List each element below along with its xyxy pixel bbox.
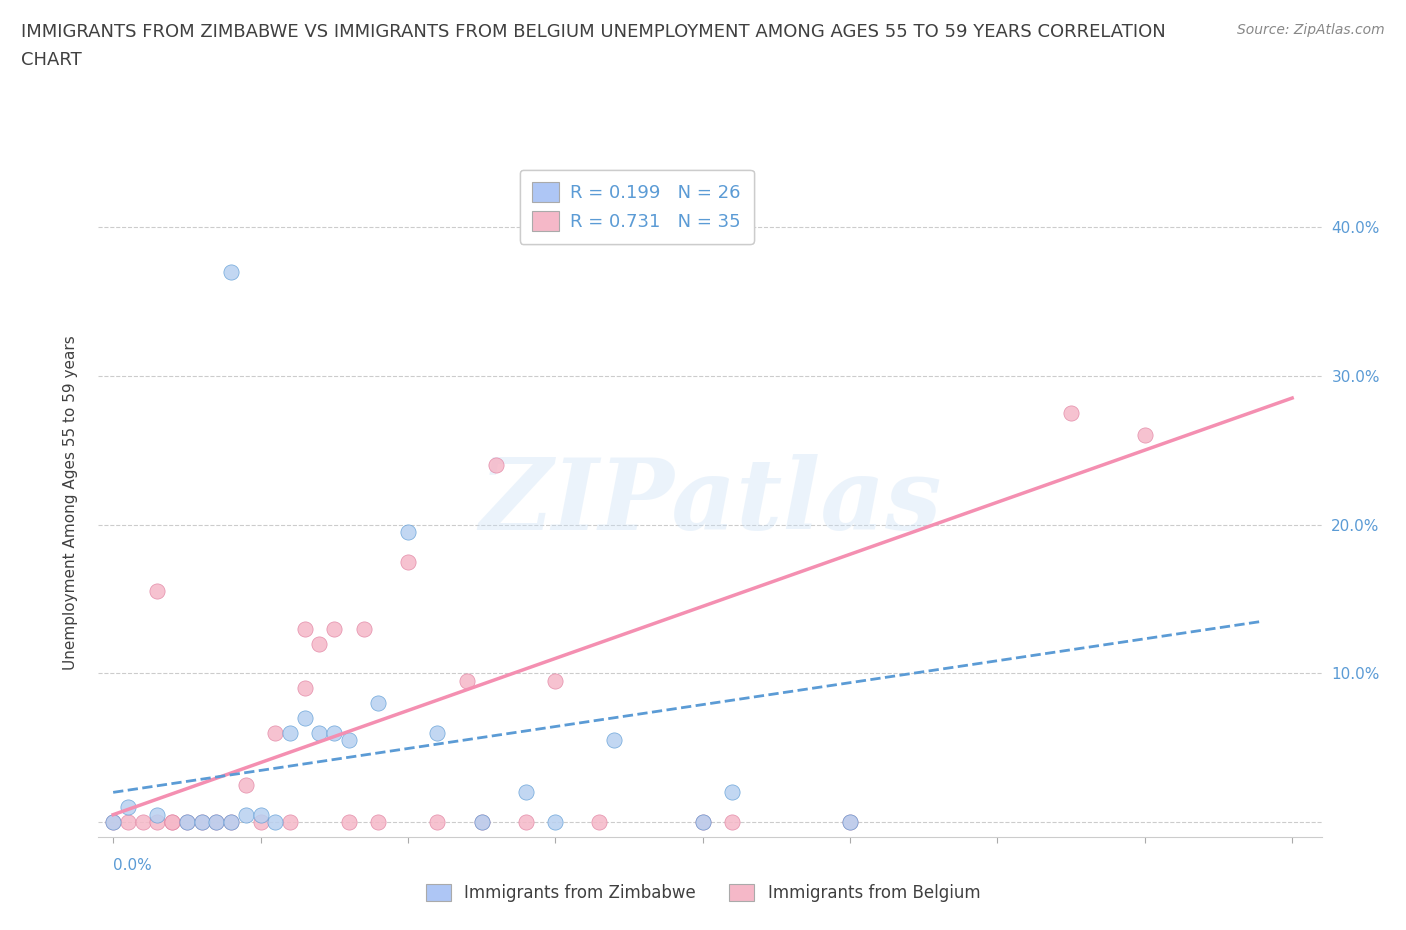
Point	[146, 815, 169, 830]
Point	[117, 815, 139, 830]
Point	[205, 815, 228, 830]
Point	[117, 800, 139, 815]
Point	[396, 525, 419, 539]
Point	[294, 621, 316, 636]
Point	[176, 815, 198, 830]
Text: ZIPatlas: ZIPatlas	[479, 454, 941, 551]
Point	[839, 815, 862, 830]
Point	[323, 621, 346, 636]
Text: 0.0%: 0.0%	[112, 858, 152, 873]
Point	[544, 815, 567, 830]
Point	[337, 733, 360, 748]
Point	[219, 264, 242, 279]
Point	[367, 696, 389, 711]
Point	[588, 815, 610, 830]
Point	[721, 815, 744, 830]
Point	[160, 815, 183, 830]
Point	[131, 815, 153, 830]
Point	[692, 815, 714, 830]
Point	[249, 815, 271, 830]
Legend: Immigrants from Zimbabwe, Immigrants from Belgium: Immigrants from Zimbabwe, Immigrants fro…	[416, 874, 990, 912]
Point	[264, 725, 287, 740]
Point	[353, 621, 375, 636]
Text: Source: ZipAtlas.com: Source: ZipAtlas.com	[1237, 23, 1385, 37]
Point	[219, 815, 242, 830]
Point	[485, 458, 508, 472]
Point	[308, 636, 330, 651]
Point	[278, 815, 301, 830]
Point	[205, 815, 228, 830]
Point	[219, 815, 242, 830]
Point	[367, 815, 389, 830]
Point	[515, 815, 537, 830]
Point	[721, 785, 744, 800]
Point	[294, 681, 316, 696]
Point	[456, 673, 478, 688]
Point	[471, 815, 494, 830]
Point	[692, 815, 714, 830]
Point	[1060, 405, 1083, 420]
Point	[190, 815, 212, 830]
Point	[235, 807, 257, 822]
Point	[471, 815, 494, 830]
Point	[146, 584, 169, 599]
Point	[426, 725, 449, 740]
Point	[839, 815, 862, 830]
Point	[323, 725, 346, 740]
Point	[264, 815, 287, 830]
Text: IMMIGRANTS FROM ZIMBABWE VS IMMIGRANTS FROM BELGIUM UNEMPLOYMENT AMONG AGES 55 T: IMMIGRANTS FROM ZIMBABWE VS IMMIGRANTS F…	[21, 23, 1166, 41]
Legend: R = 0.199   N = 26, R = 0.731   N = 35: R = 0.199 N = 26, R = 0.731 N = 35	[520, 170, 754, 244]
Point	[176, 815, 198, 830]
Point	[603, 733, 626, 748]
Point	[426, 815, 449, 830]
Point	[515, 785, 537, 800]
Point	[160, 815, 183, 830]
Y-axis label: Unemployment Among Ages 55 to 59 years: Unemployment Among Ages 55 to 59 years	[63, 335, 77, 670]
Point	[146, 807, 169, 822]
Point	[1133, 428, 1156, 443]
Point	[294, 711, 316, 725]
Point	[190, 815, 212, 830]
Point	[396, 554, 419, 569]
Text: CHART: CHART	[21, 51, 82, 69]
Point	[337, 815, 360, 830]
Point	[235, 777, 257, 792]
Point	[249, 807, 271, 822]
Point	[101, 815, 124, 830]
Point	[101, 815, 124, 830]
Point	[278, 725, 301, 740]
Point	[308, 725, 330, 740]
Point	[544, 673, 567, 688]
